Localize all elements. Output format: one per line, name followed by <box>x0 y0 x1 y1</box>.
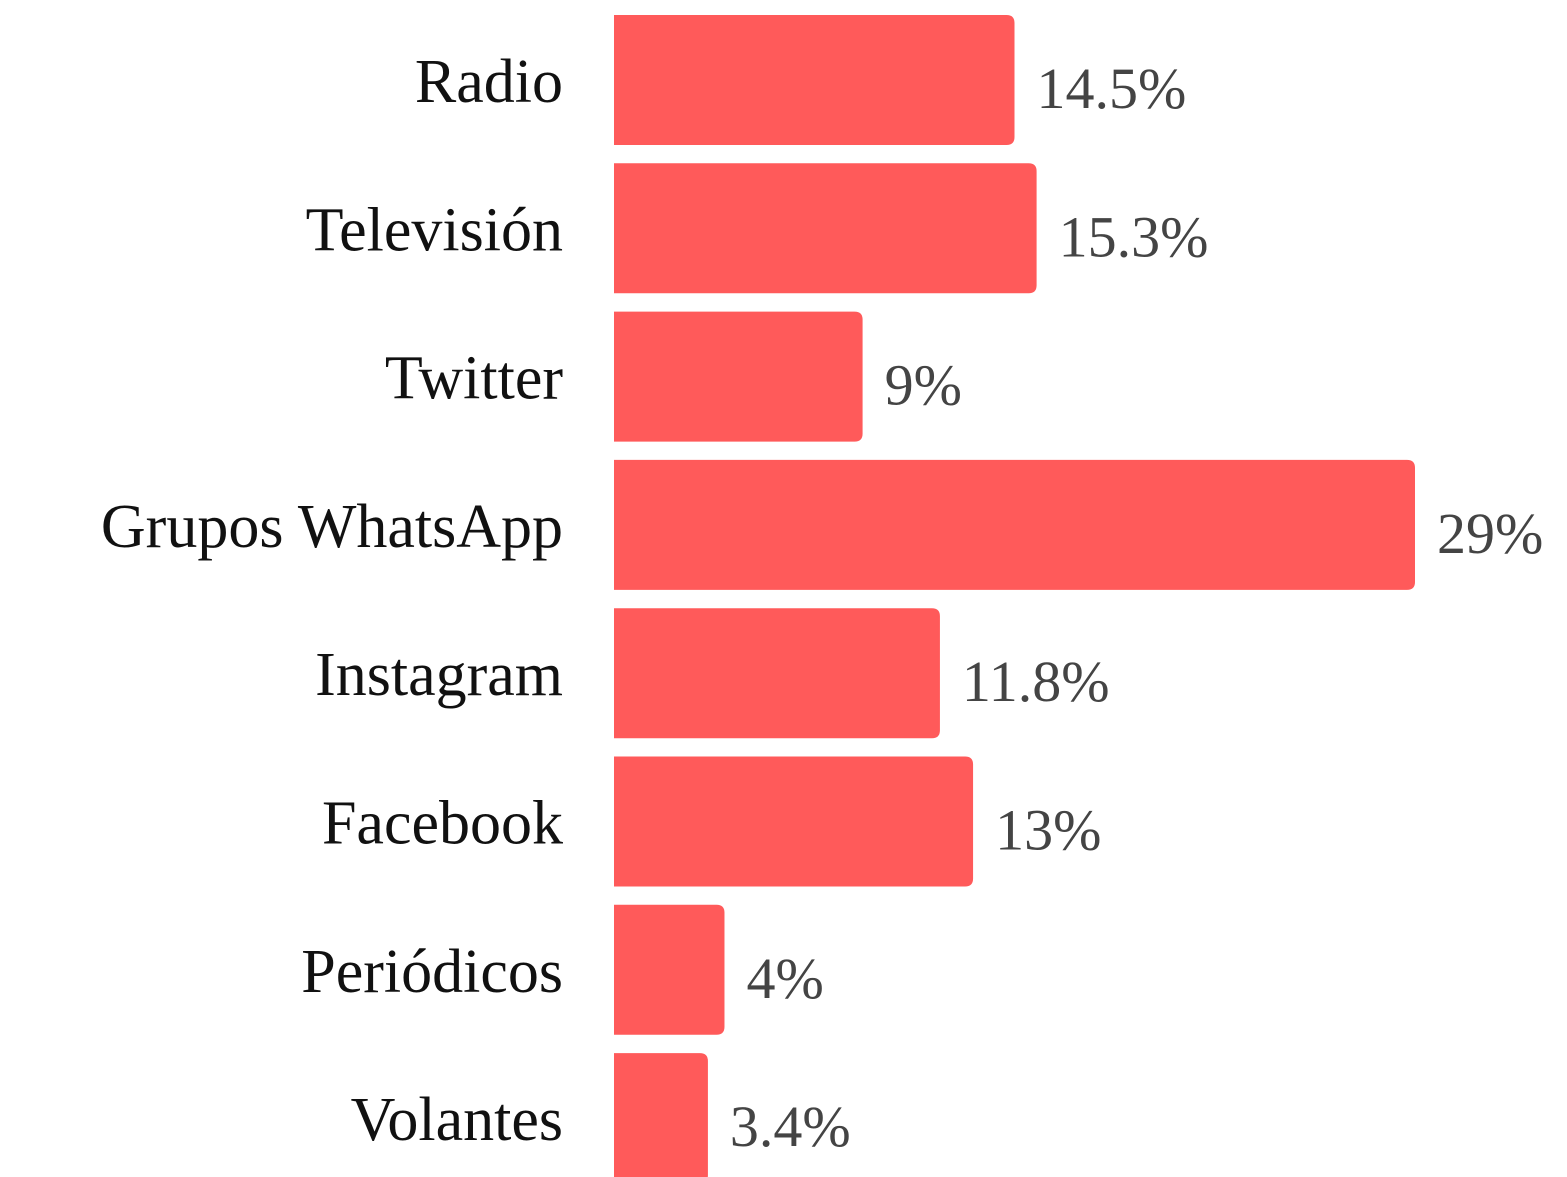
category-label: Televisión <box>306 196 563 264</box>
category-label: Facebook <box>322 790 563 858</box>
bar <box>614 15 1015 145</box>
bar <box>614 608 940 739</box>
bar <box>614 1053 708 1177</box>
bar <box>614 311 863 442</box>
value-label: 14.5% <box>1037 56 1187 121</box>
category-label: Periódicos <box>301 938 563 1006</box>
bar <box>614 459 1415 590</box>
category-label: Radio <box>415 48 563 116</box>
value-label: 15.3% <box>1059 204 1209 269</box>
value-label: 9% <box>885 353 962 418</box>
bar <box>614 904 725 1035</box>
value-label: 4% <box>746 946 823 1011</box>
category-label: Volantes <box>351 1086 563 1154</box>
value-label: 29% <box>1437 501 1543 566</box>
value-label: 13% <box>995 798 1101 863</box>
value-label: 3.4% <box>730 1094 851 1159</box>
value-label: 11.8% <box>962 649 1110 714</box>
category-label: Grupos WhatsApp <box>101 493 563 561</box>
bar <box>614 163 1037 294</box>
category-label: Instagram <box>315 641 563 709</box>
bar <box>614 756 974 887</box>
category-label: Twitter <box>385 345 564 413</box>
